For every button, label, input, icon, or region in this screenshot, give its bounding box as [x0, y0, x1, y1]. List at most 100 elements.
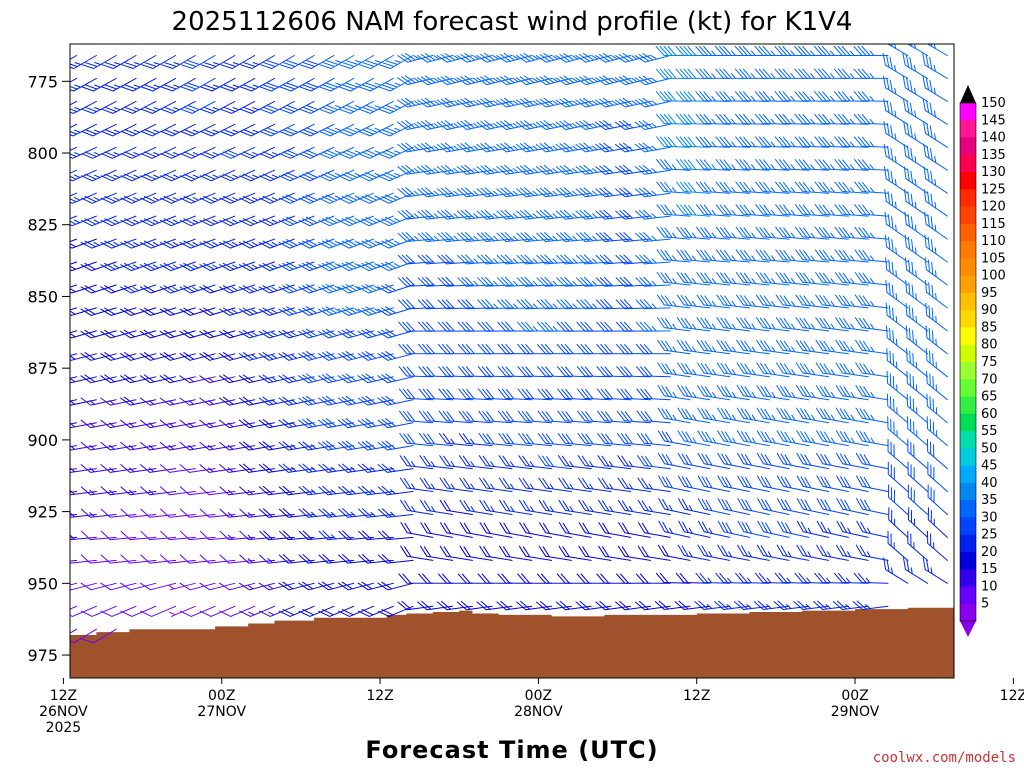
- wind-barb: [417, 187, 454, 198]
- wind-barb: [755, 294, 790, 309]
- wind-barb: [656, 159, 691, 171]
- wind-barb: [199, 441, 236, 451]
- wind-barb: [716, 362, 750, 378]
- wind-barb: [617, 545, 651, 561]
- wind-barb: [377, 169, 414, 182]
- wind-barb: [677, 362, 711, 378]
- wind-barb: [120, 169, 157, 182]
- colorbar-label: 125: [981, 182, 1006, 197]
- wind-barb: [417, 97, 454, 108]
- wind-barb: [735, 181, 770, 194]
- wind-barb: [397, 142, 434, 153]
- wind-barb: [735, 113, 770, 125]
- wind-barb: [538, 477, 572, 492]
- wind-barb: [476, 232, 513, 242]
- wind-barb: [377, 581, 414, 591]
- wind-barb: [695, 113, 731, 125]
- wind-barb: [479, 499, 513, 515]
- wind-barb: [120, 419, 157, 429]
- wind-barb: [885, 302, 909, 332]
- wind-barb: [714, 600, 750, 610]
- wind-barb: [555, 75, 592, 86]
- wind-barb: [417, 53, 454, 63]
- wind-barb: [736, 339, 770, 355]
- colorbar-swatch: [960, 465, 976, 484]
- wind-barb: [179, 375, 216, 384]
- wind-barb: [159, 352, 196, 361]
- wind-barb: [736, 407, 770, 424]
- wind-barb: [535, 142, 572, 153]
- wind-barb: [576, 299, 612, 310]
- wind-barb: [121, 77, 157, 92]
- wind-barb: [338, 169, 374, 182]
- wind-barb: [675, 159, 711, 171]
- wind-barb: [318, 581, 355, 591]
- wind-barb: [697, 407, 731, 424]
- wind-barb: [696, 226, 731, 240]
- wind-barb: [796, 452, 830, 470]
- wind-barb: [439, 545, 473, 561]
- wind-barb: [357, 215, 394, 227]
- wind-barb: [318, 215, 355, 227]
- wind-barb: [905, 279, 929, 309]
- wind-barb: [885, 257, 909, 286]
- wind-barb: [318, 328, 355, 339]
- wind-barb: [517, 344, 553, 355]
- wind-barb: [516, 209, 553, 220]
- wind-barb: [498, 477, 533, 492]
- wind-barb: [238, 582, 275, 591]
- wind-barb: [100, 215, 137, 227]
- wind-barb: [417, 142, 454, 153]
- wind-barb: [81, 77, 117, 92]
- wind-barb: [852, 600, 889, 610]
- wind-barb: [715, 68, 750, 79]
- wind-barb: [101, 100, 137, 114]
- wind-barb: [398, 344, 434, 355]
- colorbar-label: 150: [981, 96, 1006, 111]
- wind-barb: [776, 475, 810, 492]
- wind-barb: [634, 142, 671, 153]
- wind-barb: [120, 374, 157, 384]
- wind-barb: [438, 433, 473, 447]
- wind-barb: [737, 498, 770, 515]
- y-axis: 775 800 825 850 875 900 925 950 975: [27, 72, 70, 665]
- colorbar-swatch: [960, 534, 976, 553]
- colorbar-swatch: [960, 292, 976, 311]
- wind-barb: [337, 328, 374, 339]
- wind-barb: [279, 100, 315, 114]
- wind-barb: [697, 385, 731, 401]
- wind-barb: [575, 120, 612, 130]
- wind-barb: [775, 339, 810, 355]
- wind-barb: [457, 254, 493, 265]
- wind-barb: [555, 97, 592, 108]
- wind-barb: [853, 113, 889, 125]
- wind-barb: [535, 120, 572, 130]
- plot-background: [70, 44, 954, 678]
- wind-barb: [835, 317, 869, 332]
- wind-barb: [925, 348, 948, 378]
- wind-barb: [595, 276, 632, 287]
- wind-barb: [80, 329, 117, 339]
- wind-barb: [318, 605, 355, 617]
- x-tick-label: 27NOV: [197, 704, 246, 720]
- x-tick-label: 00Z: [841, 688, 868, 704]
- wind-barb: [200, 123, 236, 137]
- wind-barb: [737, 452, 770, 470]
- wind-barb: [278, 215, 315, 227]
- wind-barb: [755, 159, 790, 171]
- x-tick-label: 28NOV: [514, 704, 563, 720]
- wind-barb: [717, 544, 750, 561]
- colorbar-swatch: [960, 310, 976, 328]
- wind-barb: [179, 307, 216, 316]
- wind-barb: [70, 559, 78, 562]
- wind-barb: [556, 344, 592, 355]
- wind-barb: [736, 294, 770, 309]
- wind-barb: [676, 249, 711, 263]
- wind-barb: [70, 582, 78, 586]
- wind-barb: [80, 441, 117, 451]
- wind-barb: [558, 522, 592, 538]
- wind-barb: [199, 352, 236, 361]
- wind-barb: [400, 499, 434, 515]
- wind-barb: [575, 75, 612, 86]
